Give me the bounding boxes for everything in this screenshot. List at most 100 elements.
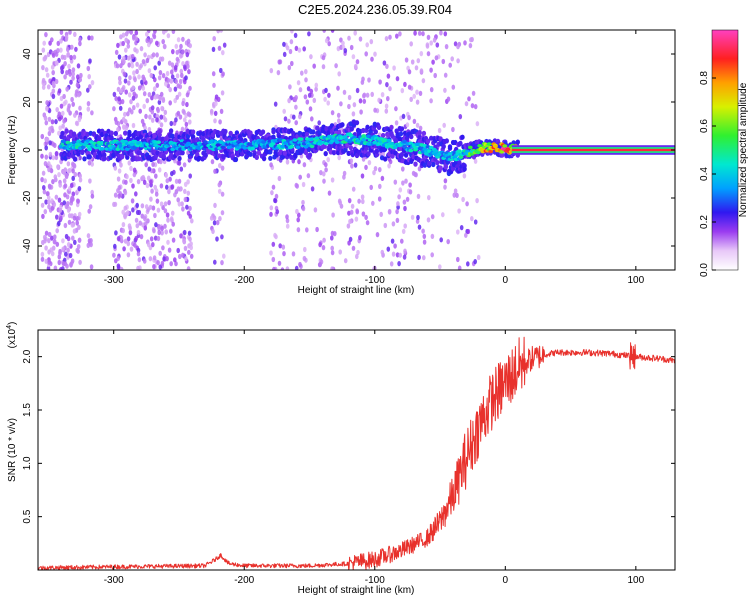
heatmap-cell	[132, 35, 136, 41]
heatmap-cell	[121, 222, 126, 228]
heatmap-cell	[168, 100, 172, 106]
heatmap-cell	[323, 141, 329, 146]
heatmap-cell	[215, 236, 219, 242]
heatmap-cell	[456, 229, 460, 235]
heatmap-cell	[409, 41, 414, 47]
heatmap-cell	[135, 102, 140, 108]
heatmap-cell	[150, 117, 155, 123]
heatmap-cell	[50, 119, 55, 125]
heatmap-cell	[57, 130, 61, 136]
heatmap-cell	[179, 53, 183, 59]
heatmap-cell	[488, 149, 494, 154]
heatmap-cell	[216, 30, 220, 34]
heatmap-cell	[45, 100, 49, 106]
heatmap-cell	[54, 194, 59, 200]
heatmap-cell	[44, 120, 49, 126]
heatmap-cell	[380, 249, 385, 255]
colorbar: 0.0 0.2 0.4 0.6 0.8 Normalized spectral ampl…	[699, 29, 749, 277]
heatmap-cell	[379, 211, 384, 217]
heatmap-cell	[149, 37, 154, 43]
heatmap-cell	[170, 184, 174, 190]
heatmap-cell	[71, 101, 75, 107]
heatmap-cell	[86, 233, 91, 239]
heatmap-cell	[324, 87, 328, 93]
heatmap-cell	[395, 33, 399, 39]
heatmap-cell	[413, 30, 417, 36]
heatmap-cell	[68, 252, 73, 259]
heatmap-cell	[158, 264, 163, 270]
heatmap-cell	[132, 105, 136, 111]
heatmap-cell	[321, 245, 326, 251]
heatmap-cell	[71, 191, 76, 197]
heatmap-cell	[219, 108, 224, 114]
heatmap-cell	[76, 74, 80, 80]
heatmap-cell	[450, 56, 455, 62]
heatmap-cell	[330, 235, 334, 241]
heatmap-cell	[372, 170, 376, 176]
heatmap-cell	[51, 88, 56, 94]
heatmap-cell	[144, 113, 148, 119]
heatmap-cell	[404, 57, 409, 63]
heatmap-cell	[210, 159, 215, 165]
y-tick-label: 0	[22, 147, 33, 153]
heatmap-cell	[69, 54, 73, 61]
heatmap-cell	[86, 65, 91, 72]
heatmap-cell	[458, 140, 463, 146]
heatmap-cell	[393, 243, 397, 249]
heatmap-cell	[289, 39, 294, 45]
heatmap-cell	[401, 166, 405, 172]
heatmap-cell	[70, 195, 75, 201]
heatmap-cell	[129, 30, 133, 35]
heatmap-cell	[88, 84, 92, 90]
heatmap-cell	[342, 170, 347, 176]
heatmap-cell	[359, 109, 363, 115]
heatmap-cell	[133, 242, 137, 248]
heatmap-cell	[209, 108, 214, 114]
heatmap-cell	[324, 167, 328, 173]
heatmap-cell	[365, 220, 370, 226]
heatmap-cell	[61, 246, 65, 252]
heatmap-cell	[77, 211, 82, 217]
heatmap-cell	[277, 59, 282, 65]
heatmap-cell	[339, 101, 343, 107]
heatmap-cell	[48, 151, 53, 157]
heatmap-cell	[271, 256, 276, 263]
heatmap-cell	[188, 43, 192, 49]
heatmap-cell	[120, 99, 125, 105]
heatmap-cell	[186, 179, 190, 185]
heatmap-cell	[47, 167, 51, 173]
heatmap-cell	[126, 236, 131, 242]
heatmap-cell	[115, 63, 120, 69]
heatmap-cell	[319, 170, 323, 176]
heatmap-cell	[168, 176, 172, 182]
heatmap-cell	[124, 37, 128, 43]
heatmap-cell	[385, 63, 389, 69]
heatmap-cell	[285, 159, 290, 165]
heatmap-cell	[294, 265, 299, 270]
heatmap-cell	[297, 47, 302, 53]
heatmap-cell	[126, 252, 131, 258]
heatmap-cell	[147, 68, 152, 74]
y-tick-label: 0.5	[22, 509, 33, 523]
heatmap-cell	[145, 98, 150, 104]
heatmap-cell	[387, 163, 391, 169]
heatmap-cell	[82, 156, 87, 162]
heatmap-cell	[361, 198, 365, 205]
heatmap-cell	[457, 149, 462, 153]
heatmap-cell	[382, 60, 387, 66]
heatmap-cell	[179, 233, 183, 239]
heatmap-cell	[347, 35, 351, 41]
heatmap-cell	[62, 178, 67, 184]
heatmap-cell	[429, 67, 433, 73]
heatmap-cell	[439, 237, 444, 243]
heatmap-cell	[353, 63, 358, 69]
heatmap-cell	[66, 46, 70, 53]
heatmap-cell	[310, 186, 315, 192]
heatmap-cell	[163, 201, 168, 207]
heatmap-cell	[330, 177, 335, 183]
heatmap-cell	[68, 30, 72, 35]
heatmap-cell	[134, 217, 139, 223]
heatmap-cell	[87, 74, 91, 80]
heatmap-cell	[163, 109, 168, 115]
heatmap-cell	[99, 147, 105, 151]
